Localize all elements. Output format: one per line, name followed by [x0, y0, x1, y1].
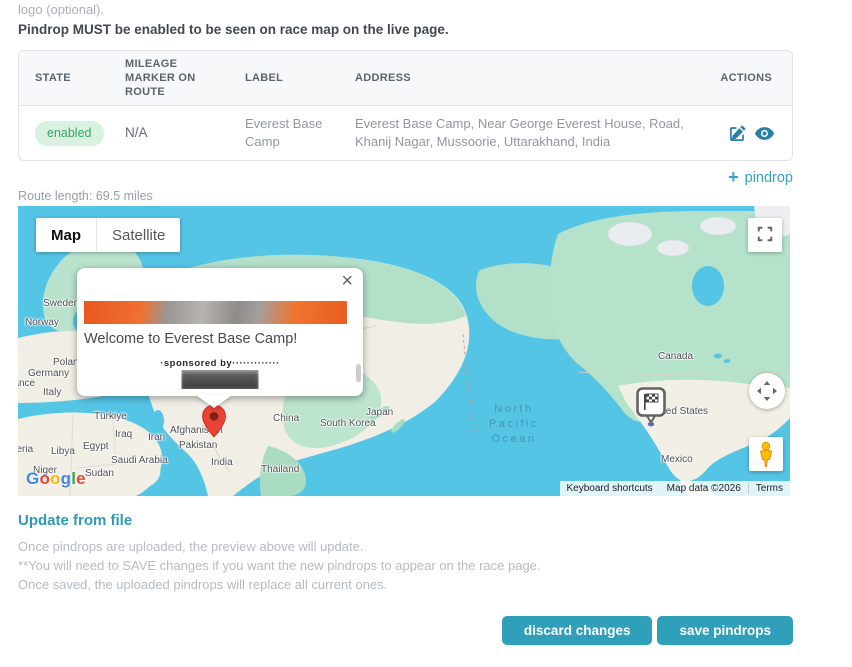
map-attribution-bar: Keyboard shortcuts Map data ©2026 Terms: [559, 481, 790, 496]
map-label-china: China: [273, 413, 300, 424]
upload-notes: Once pindrops are uploaded, the preview …: [18, 537, 793, 594]
map-label-sudan: Sudan: [85, 468, 114, 479]
map-label-thailand: Thailand: [261, 464, 300, 475]
pindrop-enabled-warning: Pindrop MUST be enabled to be seen on ra…: [18, 22, 449, 37]
label-value: Everest Base Camp: [245, 116, 323, 149]
pegman-street-view[interactable]: [749, 437, 783, 471]
keyboard-shortcuts-button[interactable]: Keyboard shortcuts: [566, 483, 653, 494]
map-label-afghanistan: Afghanistan: [170, 425, 223, 436]
info-window-title: Welcome to Everest Base Camp!: [84, 331, 298, 347]
note-line: Once saved, the uploaded pindrops will r…: [18, 577, 388, 592]
table-row: enabled N/A Everest Base Camp Everest Ba…: [19, 106, 792, 160]
header-state: STATE: [35, 72, 71, 84]
info-window-close-button[interactable]: ×: [337, 270, 357, 292]
discard-changes-button[interactable]: discard changes: [501, 616, 653, 645]
plus-icon: +: [728, 167, 739, 187]
sponsor-logo-image: [181, 370, 259, 389]
pan-control[interactable]: [749, 373, 785, 409]
mileage-value: N/A: [125, 125, 148, 140]
address-value: Everest Base Camp, Near George Everest H…: [355, 116, 684, 149]
info-window-scrollbar[interactable]: [356, 364, 361, 382]
map-label-poland: Poland: [53, 357, 85, 368]
fullscreen-button[interactable]: [748, 218, 782, 252]
route-length-text: Route length: 69.5 miles: [18, 189, 153, 203]
map-label-algeria: Algeria: [18, 444, 34, 455]
header-label: LABEL: [245, 72, 284, 84]
checkered-flag-icon: [636, 387, 666, 430]
map-label-north-pacific-ocean: North Pacific Ocean: [489, 403, 539, 445]
map-label-sweden: Sweden: [43, 298, 80, 309]
info-window-tail: [196, 395, 232, 408]
add-pindrop-link[interactable]: + pindrop: [728, 167, 793, 187]
map-label-pakistan: Pakistan: [179, 440, 218, 451]
table-header-row: STATE MILEAGE MARKER ON ROUTE LABEL ADDR…: [19, 51, 792, 106]
map-label-turkiye: Türkiye: [94, 411, 127, 422]
sponsored-by-text: ·sponsored by·············: [160, 358, 280, 369]
map-label-france: France: [18, 378, 36, 389]
pindrop-photo: [84, 301, 347, 324]
map-label-libya: Libya: [51, 446, 75, 457]
header-address: ADDRESS: [355, 72, 411, 84]
map-pin-icon: [201, 404, 227, 441]
map-label-egypt: Egypt: [83, 441, 109, 452]
eye-icon: [755, 126, 774, 143]
map-label-united-states: United States: [648, 406, 709, 417]
map-label-germany: Germany: [28, 368, 70, 379]
map-label-norway: Norway: [25, 317, 59, 328]
map-label-japan: Japan: [366, 407, 394, 418]
view-pindrop-button[interactable]: [755, 126, 774, 143]
map-label-iran: Iran: [148, 432, 166, 443]
google-logo[interactable]: Google: [26, 469, 86, 488]
map-label-saudi-arabia: Saudi Arabia: [111, 455, 168, 466]
pindrop-settings-page: logo (optional). Pindrop MUST be enabled…: [18, 0, 793, 645]
logo-optional-text: logo (optional).: [18, 2, 104, 17]
fullscreen-icon: [757, 226, 773, 245]
map-view-button[interactable]: Map: [36, 218, 97, 252]
map-info-window: × Welcome to Everest Base Camp! ·sponsor…: [77, 268, 363, 396]
edit-icon: [729, 125, 746, 145]
map-label-india: India: [211, 457, 233, 468]
status-badge: enabled: [35, 120, 104, 146]
save-pindrops-button[interactable]: save pindrops: [657, 616, 793, 645]
header-actions: ACTIONS: [720, 72, 772, 84]
terms-link[interactable]: Terms: [747, 483, 790, 494]
pindrop-marker[interactable]: [201, 404, 227, 438]
finish-flag-marker[interactable]: [636, 387, 666, 427]
note-line: **You will need to SAVE changes if you w…: [18, 558, 541, 573]
google-map-canvas[interactable]: Sweden Norway Poland Germany France Ital…: [18, 206, 790, 496]
pegman-icon: [749, 441, 783, 474]
header-mileage-marker: MILEAGE MARKER ON ROUTE: [125, 58, 196, 98]
update-from-file-link[interactable]: Update from file: [18, 512, 133, 529]
satellite-view-button[interactable]: Satellite: [97, 218, 180, 252]
map-label-canada: Canada: [658, 351, 694, 362]
map-label-niger: Niger: [33, 465, 57, 476]
map-type-control: Map Satellite: [36, 218, 181, 252]
map-data-text: Map data ©2026: [666, 483, 741, 494]
note-line: Once pindrops are uploaded, the preview …: [18, 539, 364, 554]
pan-arrows-icon: [749, 374, 785, 412]
pindrops-table: STATE MILEAGE MARKER ON ROUTE LABEL ADDR…: [18, 50, 793, 161]
map-label-italy: Italy: [43, 387, 62, 398]
map-label-south-korea: South Korea: [320, 418, 376, 429]
map-label-iraq: Iraq: [115, 429, 133, 440]
edit-pindrop-button[interactable]: [729, 125, 746, 142]
add-pindrop-label: pindrop: [744, 170, 793, 186]
map-label-mexico: Mexico: [661, 454, 693, 465]
